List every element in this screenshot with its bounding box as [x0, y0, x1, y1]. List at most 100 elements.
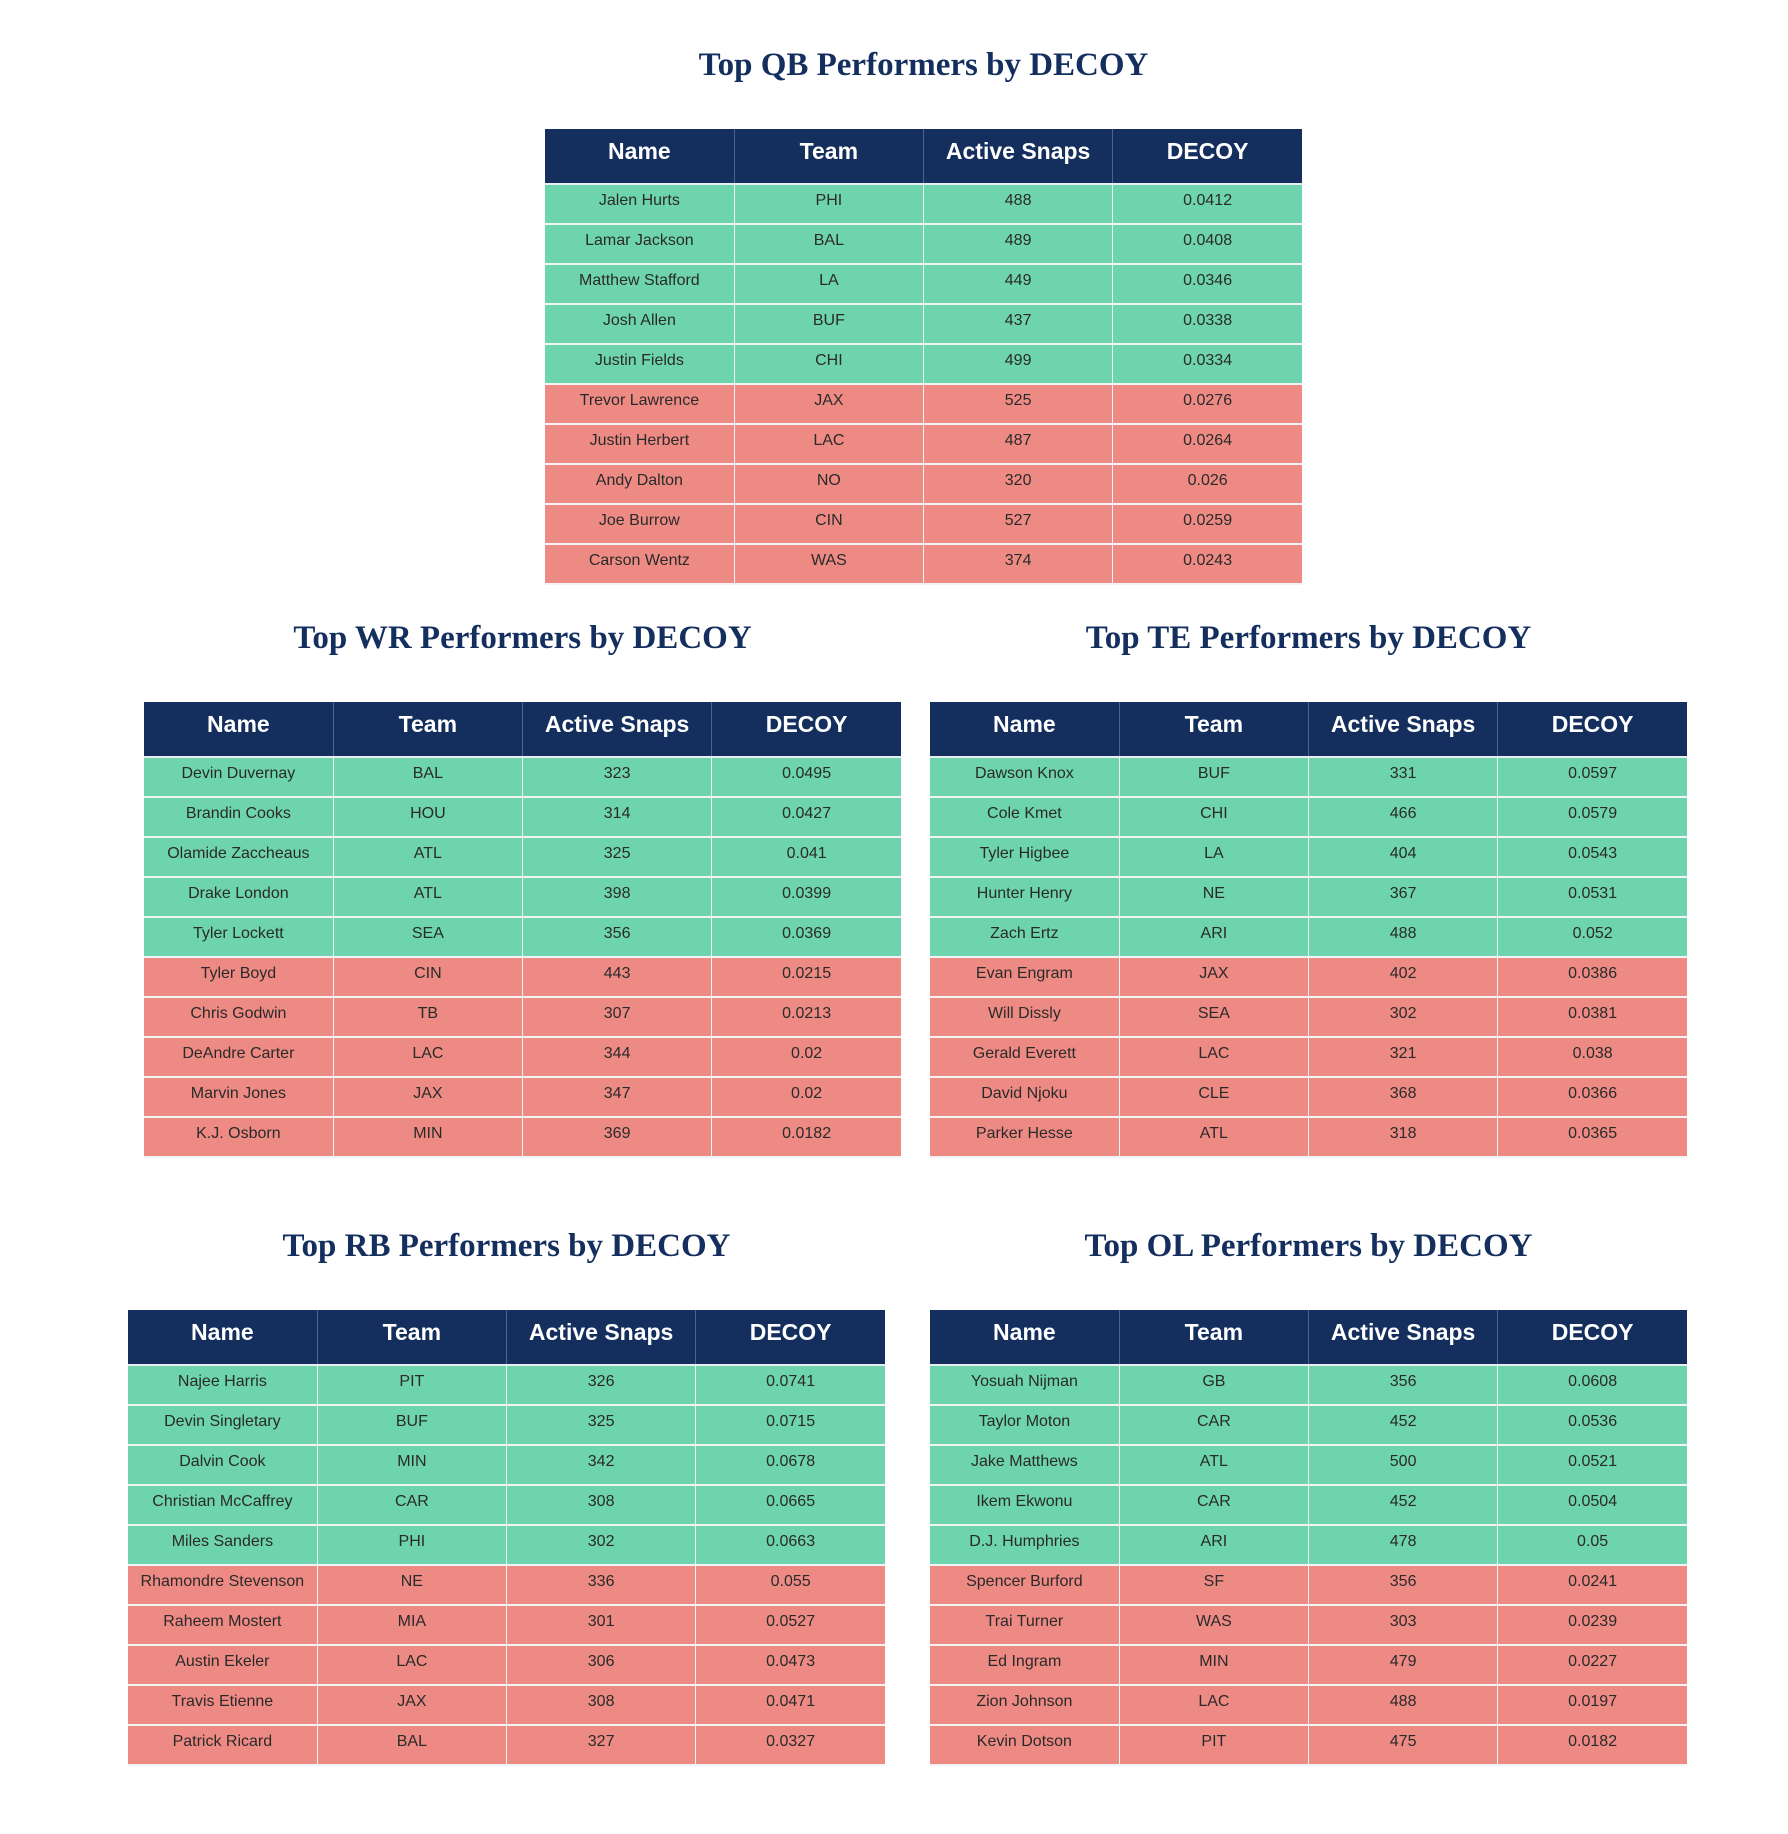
column-header-team: Team: [1119, 1310, 1310, 1366]
cell-name: Trai Turner: [930, 1605, 1120, 1646]
cell-team: CAR: [1119, 1405, 1310, 1446]
table-row: Matthew Stafford LA 449 0.0346: [545, 264, 1302, 305]
cell-active-snaps: 479: [1308, 1645, 1499, 1686]
table-row: Spencer Burford SF 356 0.0241: [930, 1565, 1687, 1606]
cell-team: BUF: [734, 304, 925, 345]
cell-team: PHI: [317, 1525, 508, 1566]
table-row: Will Dissly SEA 302 0.0381: [930, 997, 1687, 1038]
column-header-name: Name: [930, 702, 1120, 758]
table-row: Zach Ertz ARI 488 0.052: [930, 917, 1687, 958]
cell-name: DeAndre Carter: [144, 1037, 334, 1078]
table-row: Hunter Henry NE 367 0.0531: [930, 877, 1687, 918]
rb-table-title: Top RB Performers by DECOY: [282, 1228, 731, 1264]
cell-active-snaps: 308: [506, 1685, 697, 1726]
cell-team: ARI: [1119, 1525, 1310, 1566]
cell-active-snaps: 488: [1308, 917, 1499, 958]
cell-active-snaps: 356: [1308, 1565, 1499, 1606]
table-row: Dalvin Cook MIN 342 0.0678: [128, 1445, 885, 1486]
table-row: Parker Hesse ATL 318 0.0365: [930, 1117, 1687, 1158]
cell-name: Taylor Moton: [930, 1405, 1120, 1446]
cell-name: Patrick Ricard: [128, 1725, 318, 1766]
cell-active-snaps: 449: [923, 264, 1114, 305]
qb-performers-table: Name Team Active Snaps DECOY Jalen Hurts PHI 4…: [545, 129, 1302, 585]
table-row: Ikem Ekwonu CAR 452 0.0504: [930, 1485, 1687, 1526]
table-row: Patrick Ricard BAL 327 0.0327: [128, 1725, 885, 1766]
cell-team: LA: [1119, 837, 1310, 878]
cell-active-snaps: 525: [923, 384, 1114, 425]
header-row: Name Team Active Snaps DECOY: [545, 129, 1302, 185]
cell-decoy: 0.0473: [695, 1645, 885, 1686]
cell-decoy: 0.0531: [1497, 877, 1687, 918]
cell-active-snaps: 443: [522, 957, 713, 998]
cell-active-snaps: 488: [1308, 1685, 1499, 1726]
cell-decoy: 0.0369: [711, 917, 901, 958]
cell-active-snaps: 475: [1308, 1725, 1499, 1766]
table-row: Trevor Lawrence JAX 525 0.0276: [545, 384, 1302, 425]
cell-active-snaps: 325: [506, 1405, 697, 1446]
table-row: Lamar Jackson BAL 489 0.0408: [545, 224, 1302, 265]
cell-name: Devin Singletary: [128, 1405, 318, 1446]
cell-name: Austin Ekeler: [128, 1645, 318, 1686]
rb-performers-table: Name Team Active Snaps DECOY Najee Harris PIT…: [128, 1310, 885, 1766]
cell-decoy: 0.0227: [1497, 1645, 1687, 1686]
table-row: DeAndre Carter LAC 344 0.02: [144, 1037, 901, 1078]
column-header-team: Team: [1119, 702, 1310, 758]
cell-team: MIA: [317, 1605, 508, 1646]
table-row: Rhamondre Stevenson NE 336 0.055: [128, 1565, 885, 1606]
column-header-name: Name: [144, 702, 334, 758]
table-row: Austin Ekeler LAC 306 0.0473: [128, 1645, 885, 1686]
table-row: Olamide Zaccheaus ATL 325 0.041: [144, 837, 901, 878]
cell-active-snaps: 306: [506, 1645, 697, 1686]
table-row: Travis Etienne JAX 308 0.0471: [128, 1685, 885, 1726]
cell-team: BAL: [734, 224, 925, 265]
table-row: Justin Fields CHI 499 0.0334: [545, 344, 1302, 385]
cell-decoy: 0.0543: [1497, 837, 1687, 878]
header-row: Name Team Active Snaps DECOY: [144, 702, 901, 758]
cell-active-snaps: 404: [1308, 837, 1499, 878]
cell-decoy: 0.0608: [1497, 1365, 1687, 1406]
cell-active-snaps: 466: [1308, 797, 1499, 838]
cell-name: Trevor Lawrence: [545, 384, 735, 425]
cell-decoy: 0.041: [711, 837, 901, 878]
table-row: Miles Sanders PHI 302 0.0663: [128, 1525, 885, 1566]
cell-active-snaps: 307: [522, 997, 713, 1038]
cell-decoy: 0.0427: [711, 797, 901, 838]
cell-name: Evan Engram: [930, 957, 1120, 998]
cell-active-snaps: 398: [522, 877, 713, 918]
cell-team: ATL: [1119, 1445, 1310, 1486]
cell-decoy: 0.0365: [1497, 1117, 1687, 1158]
cell-team: ATL: [1119, 1117, 1310, 1158]
cell-active-snaps: 367: [1308, 877, 1499, 918]
cell-team: JAX: [1119, 957, 1310, 998]
cell-active-snaps: 327: [506, 1725, 697, 1766]
ol-table-title: Top OL Performers by DECOY: [1084, 1228, 1533, 1264]
cell-team: CHI: [1119, 797, 1310, 838]
cell-name: Josh Allen: [545, 304, 735, 345]
cell-name: Will Dissly: [930, 997, 1120, 1038]
cell-name: Travis Etienne: [128, 1685, 318, 1726]
cell-team: BAL: [333, 757, 524, 798]
table-row: Zion Johnson LAC 488 0.0197: [930, 1685, 1687, 1726]
cell-team: ATL: [333, 837, 524, 878]
table-row: D.J. Humphries ARI 478 0.05: [930, 1525, 1687, 1566]
cell-team: WAS: [1119, 1605, 1310, 1646]
cell-team: SEA: [333, 917, 524, 958]
cell-active-snaps: 487: [923, 424, 1114, 465]
table-row: Yosuah Nijman GB 356 0.0608: [930, 1365, 1687, 1406]
cell-active-snaps: 303: [1308, 1605, 1499, 1646]
cell-team: CIN: [333, 957, 524, 998]
cell-team: CAR: [1119, 1485, 1310, 1526]
table-row: Najee Harris PIT 326 0.0741: [128, 1365, 885, 1406]
table-row: Raheem Mostert MIA 301 0.0527: [128, 1605, 885, 1646]
cell-team: SEA: [1119, 997, 1310, 1038]
cell-team: NE: [1119, 877, 1310, 918]
header-row: Name Team Active Snaps DECOY: [930, 1310, 1687, 1366]
cell-active-snaps: 308: [506, 1485, 697, 1526]
cell-decoy: 0.0386: [1497, 957, 1687, 998]
cell-name: Raheem Mostert: [128, 1605, 318, 1646]
cell-name: Brandin Cooks: [144, 797, 334, 838]
cell-name: Zach Ertz: [930, 917, 1120, 958]
cell-active-snaps: 323: [522, 757, 713, 798]
cell-name: Dawson Knox: [930, 757, 1120, 798]
cell-team: LAC: [333, 1037, 524, 1078]
